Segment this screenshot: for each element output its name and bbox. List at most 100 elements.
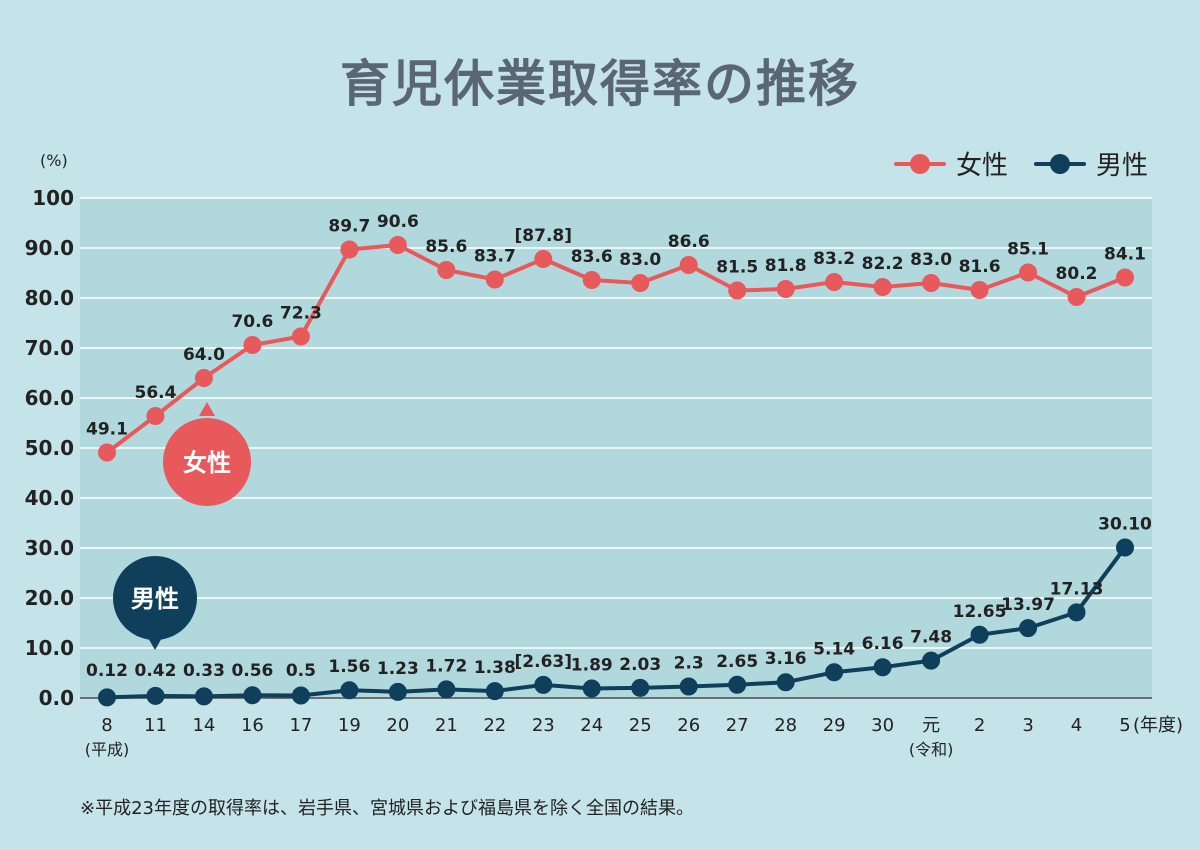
data-label: 90.6 [377,212,419,232]
data-point [922,651,941,670]
x-tick-label: 元 [922,715,940,736]
data-point [485,682,504,701]
x-tick-label: 28 [774,715,797,736]
x-tick-label: 21 [435,715,458,736]
y-tick-label: 10.0 [25,636,74,660]
data-label: 49.1 [86,420,128,440]
data-point [194,687,213,706]
data-point [776,673,795,692]
data-label: 1.56 [328,657,370,677]
x-tick-label: 25 [629,715,652,736]
x-tick-label: 4 [1071,715,1082,736]
x-tick-label: 26 [677,715,700,736]
data-label: 2.03 [619,655,661,675]
data-point [437,680,456,699]
data-label: 7.48 [910,628,952,648]
data-point [922,274,941,292]
data-point [582,271,601,289]
x-tick-label: 29 [823,715,846,736]
callout-label-female: 女性 [183,449,231,477]
legend-label-male: 男性 [1095,151,1148,181]
x-tick-label: 17 [289,715,312,736]
data-label: 82.2 [862,254,904,274]
data-label: 64.0 [183,345,225,365]
y-tick-label: 0.0 [39,686,74,710]
x-tick-label: 8 [101,715,112,736]
data-point [146,686,165,705]
data-label: 70.6 [231,312,273,332]
data-label: 6.16 [862,634,904,654]
y-tick-label: 40.0 [25,486,74,510]
data-label: 83.2 [813,249,855,269]
y-tick-label: 30.0 [25,536,74,560]
data-label: 17.13 [1050,579,1104,599]
x-tick-label: 16 [241,715,264,736]
x-tick-sublabel: (令和) [909,740,954,759]
data-label: 85.6 [425,237,467,257]
data-point [485,270,504,289]
callout-bubble-male [113,556,197,640]
y-tick-label: 50.0 [25,436,74,460]
chart-title: 育児休業取得率の推移 [340,55,860,113]
series-line-female [105,243,1126,455]
data-point [534,250,553,268]
legend-item-male: 男性 [1033,145,1148,182]
x-tick-label: 3 [1022,715,1033,736]
data-point [146,407,165,425]
data-label: 1.23 [377,659,419,679]
data-label: 85.1 [1007,240,1049,260]
data-label: 81.8 [765,256,807,276]
legend-swatch-female [893,153,946,174]
data-point [437,261,456,279]
data-point [631,678,650,697]
data-point [340,681,359,700]
data-label: 1.38 [474,658,516,678]
data-label: 0.42 [134,661,176,681]
data-label: 2.65 [716,652,758,672]
data-label: 2.3 [674,654,704,674]
data-label: 1.72 [425,656,467,676]
y-tick-label: 80.0 [25,286,74,310]
x-tick-label: 20 [386,715,409,736]
data-point [679,677,698,696]
data-label: 30.10 [1098,515,1152,535]
data-point [340,240,359,259]
data-point [825,663,844,682]
data-point [873,278,892,296]
data-label: 80.2 [1056,264,1098,284]
x-tick-label: 11 [144,715,167,736]
callout-pointer-female [199,402,215,416]
data-point [291,686,310,705]
data-point [98,443,116,462]
x-tick-label: 19 [338,715,361,736]
data-label: 83.0 [619,250,661,270]
data-label: 1.89 [571,656,613,676]
data-point [243,336,262,354]
data-point [291,327,310,346]
data-point [631,274,650,292]
data-point [388,236,407,254]
x-tick-label: 2 [974,715,985,736]
data-point [582,679,601,698]
data-label: 0.5 [286,661,316,681]
data-point [1019,619,1038,638]
data-label: 5.14 [813,639,855,659]
x-tick-label: 27 [726,715,749,736]
data-label: 0.56 [231,661,273,681]
callout-pointer-male [147,636,163,650]
data-label: 83.0 [910,250,952,270]
data-label: 83.6 [571,247,613,267]
x-tick-label: 14 [192,715,215,736]
data-label: 3.16 [765,649,807,669]
y-tick-label: 90.0 [25,236,74,260]
y-tick-label: 20.0 [25,586,74,610]
data-label: 56.4 [134,383,176,403]
legend-swatch-male [1033,153,1086,174]
data-label: 0.33 [183,661,225,681]
data-point [1067,603,1086,622]
data-point [679,256,698,274]
x-tick-label: 5 [1119,715,1130,736]
data-label: 13.97 [1001,595,1055,615]
x-tick-label: 22 [483,715,506,736]
data-point [1019,263,1038,282]
